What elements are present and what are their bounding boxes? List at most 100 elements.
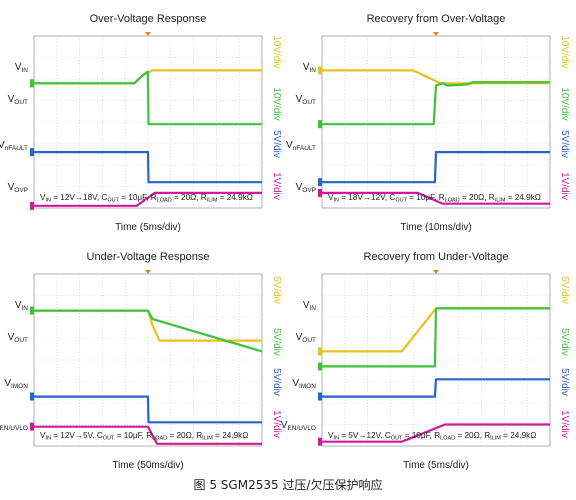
channel-marker [30, 148, 34, 157]
channel-marker [318, 437, 322, 446]
condition-rload-val: = 20Ω, [455, 431, 484, 440]
condition-vin-sub: IN [45, 436, 51, 442]
scale-label: 5V/div [559, 276, 570, 304]
scale-label: 1V/div [271, 410, 282, 438]
condition-rilim-sub: ILIM [490, 436, 501, 442]
trace-label: VEN/UVLO [281, 420, 316, 432]
condition-cout: C [97, 431, 103, 440]
trace-label-sub: OUT [14, 337, 28, 344]
trace-label-sub: IN [22, 305, 29, 312]
condition-vin: V [40, 431, 46, 440]
trace-label: VIN [15, 300, 28, 312]
trace-label: VIN [303, 62, 316, 74]
chart-title: Under-Voltage Response [87, 251, 210, 263]
trace-imon [34, 395, 262, 424]
trace-label-sub: OUT [302, 337, 316, 344]
trigger-marker [433, 270, 439, 274]
trace-label: VOVP [296, 182, 316, 194]
channel-marker [30, 306, 34, 315]
trace-en-uvlo [34, 425, 262, 445]
scale-label: 10V/div [271, 87, 282, 120]
x-axis-label: Time (10ms/div) [400, 222, 471, 233]
trace-label-sub: IMON [11, 383, 28, 390]
trace-label: VOVP [8, 182, 28, 194]
trace-nfault [34, 151, 262, 184]
chart-title: Recovery from Over-Voltage [367, 13, 506, 25]
figure-caption: 图 5 SGM2535 过压/欠压保护响应 [193, 478, 383, 492]
trace-label-main: V [296, 332, 303, 343]
scale-label: 1V/div [559, 172, 570, 200]
scale-label: 1V/div [271, 172, 282, 200]
condition-cout: C [389, 193, 395, 202]
panel-recovery-over-voltage: Recovery from Over-Voltage VIN 10V/div V OUT… [286, 0, 576, 250]
trace-ovp [322, 191, 550, 205]
trace-label-sub: EN/UVLO [0, 425, 28, 432]
x-axis-label: Time (50ms/div) [112, 460, 183, 471]
condition-rilim: R [484, 431, 490, 440]
trace-out [322, 307, 550, 368]
condition-vin-val: = 12V→18V, [51, 193, 101, 202]
trace-label-main: V [0, 140, 5, 151]
x-axis-label: Time (5ms/div) [115, 222, 181, 233]
trace-in [322, 69, 550, 85]
channel-marker [30, 201, 34, 210]
scale-label: 10V/div [559, 35, 570, 68]
trace-label-sub: IN [310, 67, 317, 74]
trigger-marker [145, 32, 151, 36]
condition-vin: V [40, 193, 46, 202]
condition-rilim: R [489, 193, 495, 202]
condition-cout-sub: OUT [107, 198, 119, 204]
condition-vin-val: = 5V→12V, [339, 431, 385, 440]
trace-label: VOUT [296, 332, 316, 344]
condition-rilim: R [201, 193, 207, 202]
trace-label-main: V [303, 300, 310, 311]
trace-label-main: V [8, 94, 15, 105]
condition-vin-val: = 18V→12V, [339, 193, 389, 202]
chart-title: Over-Voltage Response [90, 13, 207, 25]
condition-rilim: R [196, 431, 202, 440]
condition-rload-sub: LOAD [152, 436, 167, 442]
condition-cout: C [101, 193, 107, 202]
trigger-marker [433, 32, 439, 36]
trace-label-main: V [296, 182, 303, 193]
channel-marker [318, 66, 322, 75]
condition-cout-sub: OUT [395, 198, 407, 204]
test-conditions: VIN = 18V→12V, COUT = 10μF, RLOAD = 20Ω,… [328, 193, 541, 204]
trace-label-sub: EN/UVLO [287, 425, 316, 432]
condition-cout-sub: OUT [103, 436, 115, 442]
test-conditions: VIN = 5V→12V, COUT = 10μF, RLOAD = 20Ω, … [328, 431, 536, 442]
trace-label: VOUT [8, 94, 28, 106]
trace-label: VnFAULT [286, 140, 316, 152]
trace-label-sub: IN [22, 67, 29, 74]
scale-label: 5V/div [559, 328, 570, 356]
condition-cout: C [385, 431, 391, 440]
condition-rload-val: = 20Ω, [460, 193, 489, 202]
condition-rload-sub: LOAD [157, 198, 172, 204]
channel-marker [30, 79, 34, 88]
scale-label: 5V/div [271, 368, 282, 396]
trace-label-sub: nFAULT [5, 145, 28, 152]
condition-vin-sub: IN [333, 198, 339, 204]
channel-marker [318, 178, 322, 187]
condition-cout-val: = 10μF, [402, 431, 434, 440]
condition-cout-val: = 10μF, [119, 193, 151, 202]
condition-rload: R [434, 431, 440, 440]
condition-cout-val: = 10μF, [114, 431, 146, 440]
panel-over-voltage-response: Over-Voltage Response VIN 10V/div VOUT 10V/d… [0, 0, 288, 250]
trace-label: VIN [303, 300, 316, 312]
channel-marker [30, 392, 34, 401]
trace-out [322, 81, 550, 126]
condition-rload: R [439, 193, 445, 202]
scale-label: 1V/div [559, 410, 570, 438]
trace-en-uvlo [322, 423, 550, 443]
trace-label-main: V [281, 420, 288, 431]
condition-vin: V [328, 431, 334, 440]
scale-label: 5V/div [559, 368, 570, 396]
channel-marker [318, 120, 322, 129]
trace-label-main: V [15, 300, 22, 311]
condition-rilim-sub: ILIM [202, 436, 213, 442]
test-conditions: VIN = 12V→5V, COUT = 10μF, RLOAD = 20Ω, … [40, 431, 248, 442]
condition-rilim-val: = 24.9kΩ [217, 193, 252, 202]
condition-rilim-sub: ILIM [495, 198, 506, 204]
